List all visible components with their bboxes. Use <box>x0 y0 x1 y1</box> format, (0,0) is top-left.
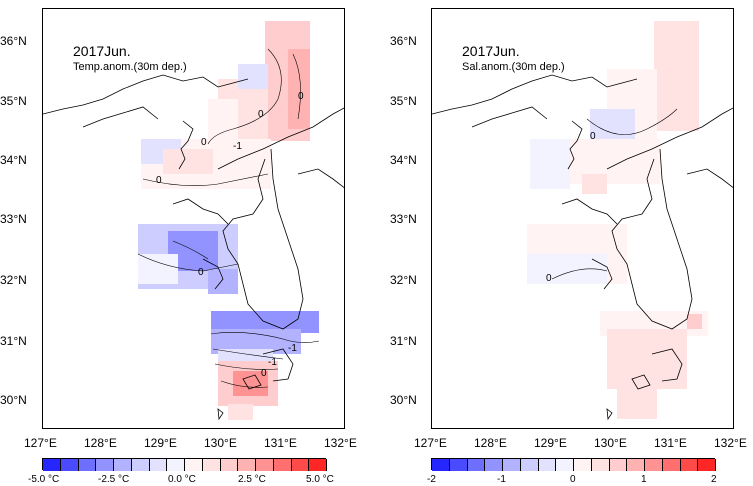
colorbar-swatch <box>485 459 503 471</box>
colorbar-label: -5.0 °C <box>28 474 60 485</box>
lat-label: 36°N <box>390 34 417 48</box>
contour-label: 0 <box>198 267 204 278</box>
colorbar-swatch <box>43 459 61 471</box>
colorbar-swatch <box>131 459 150 471</box>
colorbar-swatch <box>291 459 310 471</box>
lat-label: 33°N <box>0 212 27 226</box>
temp-map-graphics: 0 0 0 -1 0 0 -1 0 -1 <box>43 21 344 421</box>
lat-label: 35°N <box>390 94 417 108</box>
colorbar-swatch <box>503 459 521 471</box>
temp-anomaly-map: 0 0 0 -1 0 0 -1 0 -1 2017Jun. Temp.anom.… <box>42 8 345 429</box>
lat-label: 36°N <box>0 34 27 48</box>
lon-label: 131°E <box>264 436 297 450</box>
colorbar-swatch <box>698 459 716 471</box>
colorbar-label: 2 <box>711 474 717 485</box>
sal-map-graphics: 0 0 <box>432 21 733 421</box>
lon-label: 130°E <box>594 436 627 450</box>
colorbar-label: 1 <box>641 474 647 485</box>
sal-colorbar <box>431 458 716 471</box>
lat-label: 30°N <box>0 393 27 407</box>
map-subtitle: Sal.anom.(30m dep.) <box>462 61 565 73</box>
colorbar-label: 0.0 °C <box>168 474 196 485</box>
temp-colorbar <box>42 458 327 471</box>
lon-label: 130°E <box>204 436 237 450</box>
contour-label: 0 <box>156 175 162 186</box>
lon-label: 131°E <box>654 436 687 450</box>
colorbar-label: 0 <box>570 474 576 485</box>
colorbar-swatch <box>220 459 239 471</box>
lon-label: 129°E <box>144 436 177 450</box>
colorbar-swatch <box>520 459 539 471</box>
colorbar-label: -2.5 °C <box>98 474 130 485</box>
colorbar-swatch <box>627 459 645 471</box>
contour-label: 0 <box>546 273 552 284</box>
colorbar-swatch <box>538 459 557 471</box>
map-subtitle: Temp.anom.(30m dep.) <box>73 61 187 73</box>
colorbar-swatch <box>185 459 203 471</box>
colorbar-swatch <box>202 459 221 471</box>
colorbar-swatch <box>449 459 468 471</box>
colorbar-swatch <box>149 459 168 471</box>
colorbar-swatch <box>114 459 132 471</box>
colorbar-swatch <box>273 459 292 471</box>
colorbar-label: -2 <box>427 474 436 485</box>
colorbar-swatch <box>556 459 574 471</box>
lon-label: 129°E <box>534 436 567 450</box>
lat-label: 35°N <box>0 94 27 108</box>
colorbar-swatch <box>645 459 663 471</box>
contour-label: -1 <box>268 357 277 368</box>
colorbar-swatch <box>467 459 486 471</box>
lon-label: 127°E <box>24 436 57 450</box>
colorbar-label: 5.0 °C <box>306 474 334 485</box>
lat-label: 32°N <box>0 273 27 287</box>
colorbar-swatch <box>96 459 114 471</box>
lon-label: 128°E <box>474 436 507 450</box>
colorbar-swatch <box>574 459 592 471</box>
contour-label: 0 <box>590 131 596 142</box>
contour-label: -1 <box>288 343 297 354</box>
colorbar-swatch <box>60 459 79 471</box>
colorbar-swatch <box>680 459 699 471</box>
lat-label: 31°N <box>390 334 417 348</box>
colorbar-swatch <box>238 459 256 471</box>
lat-label: 30°N <box>390 393 417 407</box>
contour-label: -1 <box>233 141 242 152</box>
lon-label: 127°E <box>414 436 447 450</box>
colorbar-swatch <box>167 459 185 471</box>
colorbar-swatch <box>609 459 628 471</box>
lat-label: 32°N <box>390 273 417 287</box>
salinity-anomaly-map: 0 0 2017Jun. Sal.anom.(30m dep.) <box>431 8 734 429</box>
contour-label: 0 <box>261 368 267 379</box>
map-title: 2017Jun. <box>73 43 131 59</box>
colorbar-swatch <box>591 459 610 471</box>
lon-label: 132°E <box>324 436 357 450</box>
lon-label: 128°E <box>84 436 117 450</box>
colorbar-swatch <box>78 459 97 471</box>
colorbar-swatch <box>662 459 681 471</box>
lat-label: 33°N <box>390 212 417 226</box>
lat-label: 34°N <box>0 153 27 167</box>
colorbar-swatch <box>309 459 327 471</box>
lon-label: 132°E <box>714 436 747 450</box>
contour-label: 0 <box>201 137 207 148</box>
colorbar-label: -1 <box>497 474 506 485</box>
colorbar-label: 2.5 °C <box>238 474 266 485</box>
lat-label: 31°N <box>0 334 27 348</box>
contour-label: 0 <box>298 91 304 102</box>
map-title: 2017Jun. <box>462 43 520 59</box>
colorbar-swatch <box>256 459 274 471</box>
colorbar-swatch <box>432 459 450 471</box>
lat-label: 34°N <box>390 153 417 167</box>
contour-label: 0 <box>258 109 264 120</box>
